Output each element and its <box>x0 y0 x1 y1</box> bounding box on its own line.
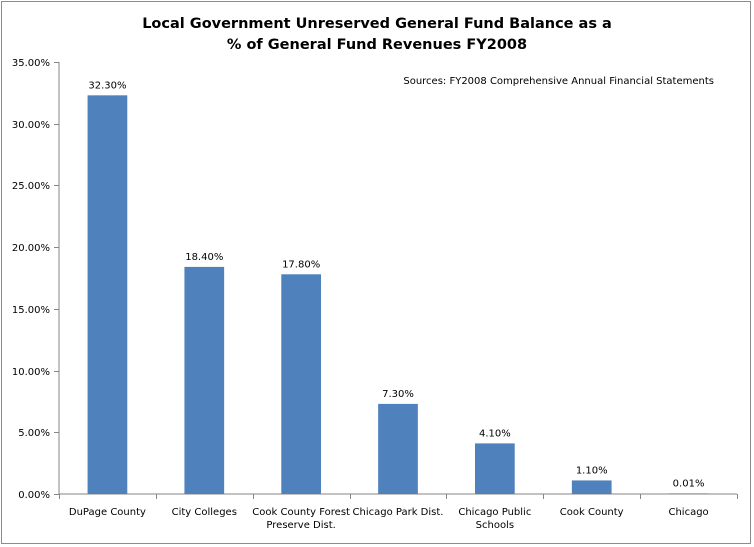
data-label: 32.30% <box>88 80 126 91</box>
y-tick-label: 30.00% <box>12 120 50 131</box>
data-label: 0.01% <box>673 478 705 489</box>
y-tick-label: 0.00% <box>18 490 50 501</box>
data-label: 17.80% <box>282 259 320 270</box>
y-tick-label: 35.00% <box>12 58 50 69</box>
y-tick-label: 25.00% <box>12 181 50 192</box>
chart-subtitle: % of General Fund Revenues FY2008 <box>226 37 528 53</box>
bar <box>668 493 709 494</box>
bar <box>475 443 515 494</box>
category-label: Cook County <box>560 507 624 518</box>
category-label: Chicago <box>668 507 708 518</box>
data-label: 7.30% <box>382 389 414 400</box>
bar <box>184 266 225 494</box>
bars <box>87 95 709 494</box>
category-label: Chicago Public Schools <box>458 507 531 531</box>
chart-title-block: Local Government Unreserved General Fund… <box>2 14 752 56</box>
y-tick-label: 15.00% <box>12 305 50 316</box>
bar <box>378 403 418 494</box>
category-label: Cook County Forest Preserve Dist. <box>252 507 350 531</box>
category-label: City Colleges <box>172 507 237 518</box>
source-annotation: Sources: FY2008 Comprehensive Annual Fin… <box>403 76 714 87</box>
data-label: 4.10% <box>479 428 511 439</box>
bar <box>571 480 612 494</box>
data-label: 18.40% <box>185 252 223 263</box>
y-tick-label: 10.00% <box>12 367 50 378</box>
data-label: 1.10% <box>576 465 608 476</box>
category-label: DuPage County <box>69 507 146 518</box>
bar <box>281 274 321 494</box>
y-tick-label: 5.00% <box>18 428 50 439</box>
category-label: Chicago Park Dist. <box>353 507 444 518</box>
y-tick-label: 20.00% <box>12 243 50 254</box>
bar <box>87 95 128 494</box>
labels: 0.00% 5.00% 10.00% 15.00% 20.00% 25.00% 30.00%… <box>12 58 709 531</box>
chart-title: Local Government Unreserved General Fund… <box>142 16 612 32</box>
